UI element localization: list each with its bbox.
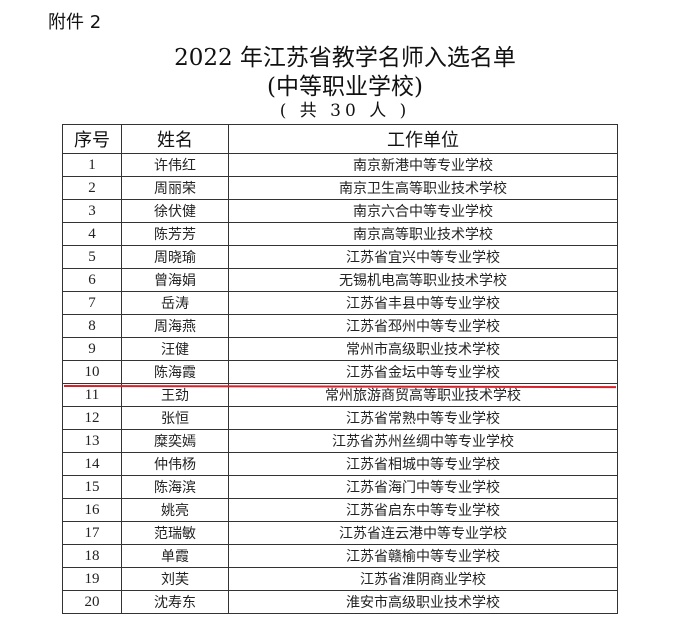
header-workplace: 工作单位 xyxy=(228,124,618,154)
index-cell: 4 xyxy=(62,222,122,246)
workplace-cell: 江苏省常熟中等专业学校 xyxy=(228,406,618,430)
name-cell: 陈海霞 xyxy=(121,360,229,384)
table-row: 18 单霞 江苏省赣榆中等专业学校 xyxy=(62,544,618,568)
index-cell: 5 xyxy=(62,245,122,269)
name-cell: 周晓瑜 xyxy=(121,245,229,269)
table-row: 19 刘芙 江苏省淮阴商业学校 xyxy=(62,567,618,591)
index-cell: 2 xyxy=(62,176,122,200)
table-row: 12 张恒 江苏省常熟中等专业学校 xyxy=(62,406,618,430)
name-cell: 周海燕 xyxy=(121,314,229,338)
workplace-cell: 南京高等职业技术学校 xyxy=(228,222,618,246)
name-cell: 范瑞敏 xyxy=(121,521,229,545)
index-cell: 19 xyxy=(62,567,122,591)
table-row: 15 陈海滨 江苏省海门中等专业学校 xyxy=(62,475,618,499)
name-cell: 姚亮 xyxy=(121,498,229,522)
document-subtitle: (中等职业学校) xyxy=(267,74,423,100)
workplace-cell: 江苏省苏州丝绸中等专业学校 xyxy=(228,429,618,453)
table-header-row: 序号 姓名 工作单位 xyxy=(62,124,618,154)
name-cell: 周丽荣 xyxy=(121,176,229,200)
index-cell: 17 xyxy=(62,521,122,545)
workplace-cell: 南京新港中等专业学校 xyxy=(228,153,618,177)
name-cell: 岳涛 xyxy=(121,291,229,315)
table-row: 2 周丽荣 南京卫生高等职业技术学校 xyxy=(62,176,618,200)
table-row: 4 陈芳芳 南京高等职业技术学校 xyxy=(62,222,618,246)
workplace-cell: 江苏省连云港中等专业学校 xyxy=(228,521,618,545)
name-cell: 刘芙 xyxy=(121,567,229,591)
table-row: 8 周海燕 江苏省邳州中等专业学校 xyxy=(62,314,618,338)
table-row: 13 糜奕嫣 江苏省苏州丝绸中等专业学校 xyxy=(62,429,618,453)
table-row: 14 仲伟杨 江苏省相城中等专业学校 xyxy=(62,452,618,476)
index-cell: 15 xyxy=(62,475,122,499)
name-cell: 单霞 xyxy=(121,544,229,568)
workplace-cell: 无锡机电高等职业技术学校 xyxy=(228,268,618,292)
name-cell: 糜奕嫣 xyxy=(121,429,229,453)
index-cell: 1 xyxy=(62,153,122,177)
workplace-cell: 淮安市高级职业技术学校 xyxy=(228,590,618,614)
index-cell: 7 xyxy=(62,291,122,315)
name-cell: 许伟红 xyxy=(121,153,229,177)
workplace-cell: 江苏省淮阴商业学校 xyxy=(228,567,618,591)
workplace-cell: 江苏省丰县中等专业学校 xyxy=(228,291,618,315)
workplace-cell: 江苏省金坛中等专业学校 xyxy=(228,360,618,384)
table-row: 1 许伟红 南京新港中等专业学校 xyxy=(62,153,618,177)
index-cell: 13 xyxy=(62,429,122,453)
name-cell: 张恒 xyxy=(121,406,229,430)
table-row: 20 沈寿东 淮安市高级职业技术学校 xyxy=(62,590,618,614)
table-row: 9 汪健 常州市高级职业技术学校 xyxy=(62,337,618,361)
name-cell: 徐伏健 xyxy=(121,199,229,223)
index-cell: 20 xyxy=(62,590,122,614)
name-cell: 仲伟杨 xyxy=(121,452,229,476)
workplace-cell: 江苏省启东中等专业学校 xyxy=(228,498,618,522)
workplace-cell: 南京六合中等专业学校 xyxy=(228,199,618,223)
index-cell: 14 xyxy=(62,452,122,476)
workplace-cell: 江苏省邳州中等专业学校 xyxy=(228,314,618,338)
workplace-cell: 江苏省相城中等专业学校 xyxy=(228,452,618,476)
name-cell: 汪健 xyxy=(121,337,229,361)
attachment-label: 附件 2 xyxy=(48,12,102,33)
workplace-cell: 南京卫生高等职业技术学校 xyxy=(228,176,618,200)
table-row: 6 曾海娟 无锡机电高等职业技术学校 xyxy=(62,268,618,292)
teacher-list-table: 序号 姓名 工作单位 1 许伟红 南京新港中等专业学校 2 周丽荣 南京卫生高等职业技术学… xyxy=(62,124,618,614)
header-name: 姓名 xyxy=(121,124,229,154)
table-row: 5 周晓瑜 江苏省宜兴中等专业学校 xyxy=(62,245,618,269)
workplace-cell: 江苏省宜兴中等专业学校 xyxy=(228,245,618,269)
index-cell: 16 xyxy=(62,498,122,522)
name-cell: 陈芳芳 xyxy=(121,222,229,246)
name-cell: 陈海滨 xyxy=(121,475,229,499)
table-row: 17 范瑞敏 江苏省连云港中等专业学校 xyxy=(62,521,618,545)
table-row: 3 徐伏健 南京六合中等专业学校 xyxy=(62,199,618,223)
workplace-cell: 常州市高级职业技术学校 xyxy=(228,337,618,361)
index-cell: 8 xyxy=(62,314,122,338)
table-row: 16 姚亮 江苏省启东中等专业学校 xyxy=(62,498,618,522)
workplace-cell: 江苏省赣榆中等专业学校 xyxy=(228,544,618,568)
index-cell: 10 xyxy=(62,360,122,384)
name-cell: 曾海娟 xyxy=(121,268,229,292)
total-count: ( 共 30 人 ) xyxy=(279,101,411,121)
index-cell: 6 xyxy=(62,268,122,292)
document-title: 2022 年江苏省教学名师入选名单 xyxy=(174,45,516,71)
table-row: 10 陈海霞 江苏省金坛中等专业学校 xyxy=(62,360,618,384)
index-cell: 9 xyxy=(62,337,122,361)
index-cell: 3 xyxy=(62,199,122,223)
index-cell: 18 xyxy=(62,544,122,568)
workplace-cell: 江苏省海门中等专业学校 xyxy=(228,475,618,499)
name-cell: 沈寿东 xyxy=(121,590,229,614)
table-row: 7 岳涛 江苏省丰县中等专业学校 xyxy=(62,291,618,315)
index-cell: 12 xyxy=(62,406,122,430)
header-index: 序号 xyxy=(62,124,122,154)
